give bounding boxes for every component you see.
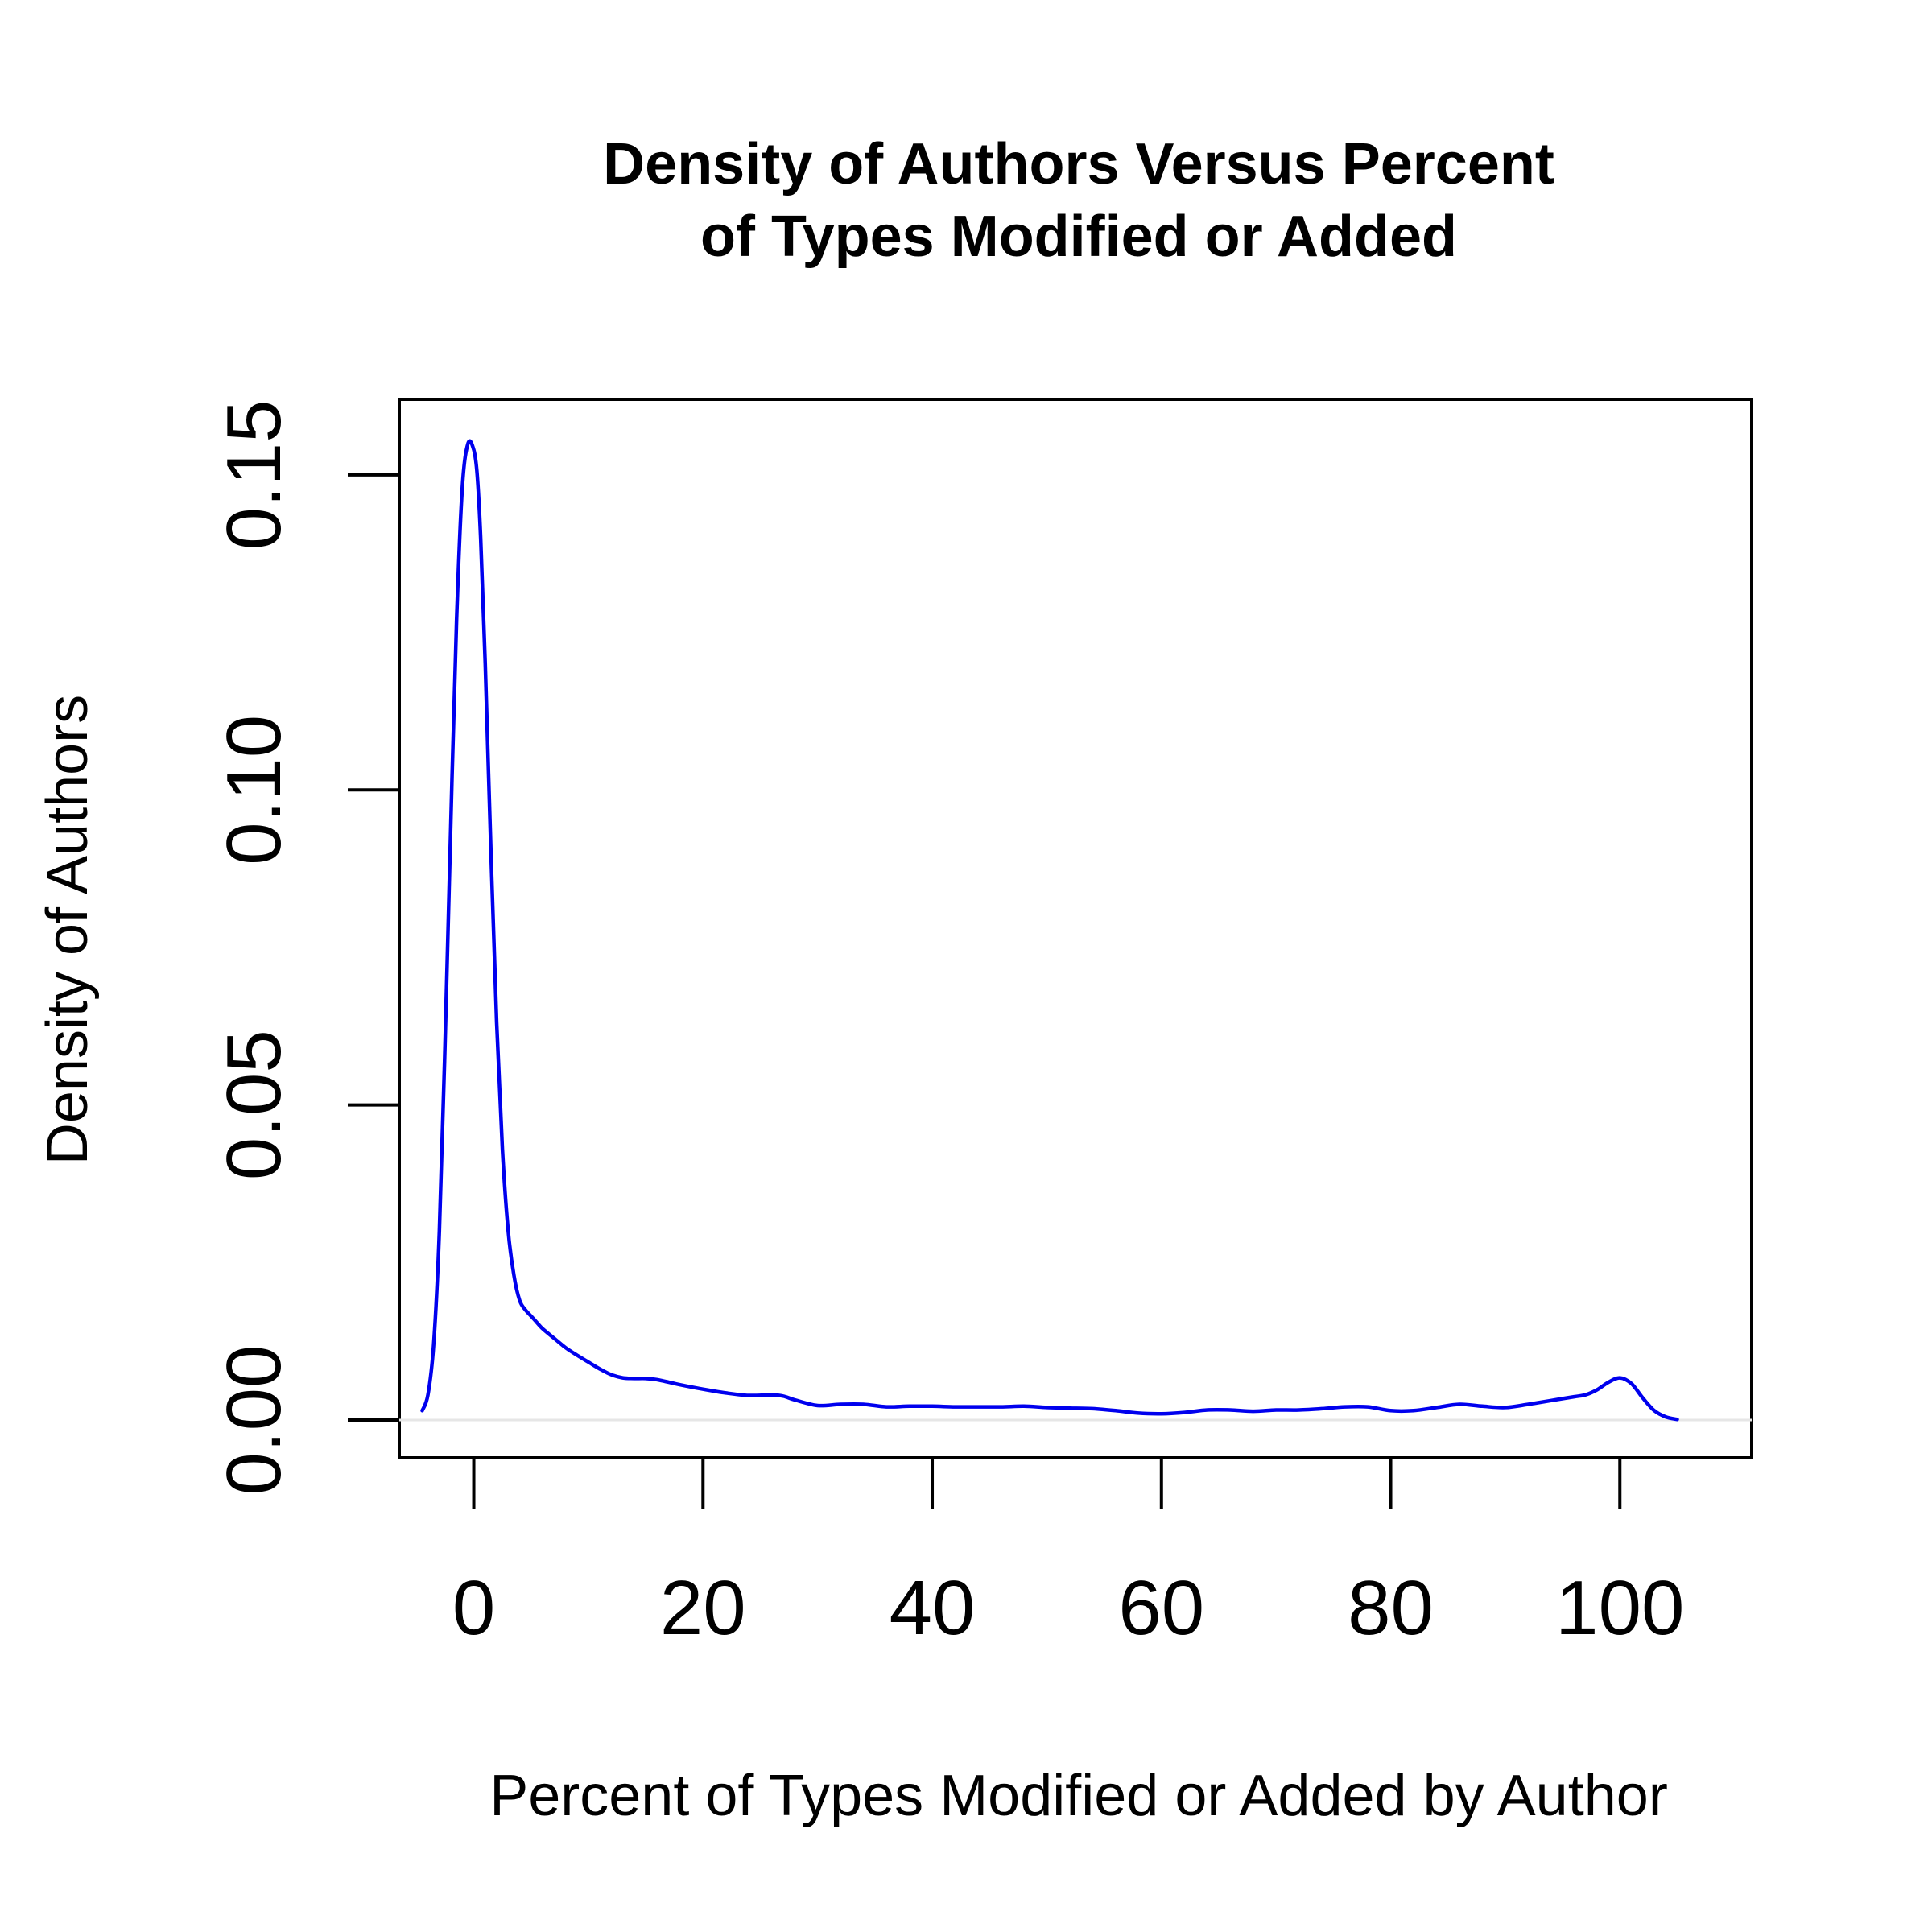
x-axis-label: Percent of Types Modified or Added by Au… [489,1764,1668,1828]
y-axis-label: Density of Authors [35,695,100,1165]
x-tick-label: 60 [1118,1565,1204,1651]
x-tick-label: 20 [660,1565,746,1651]
x-axis: 0 20 40 60 80 100 [452,1456,1684,1651]
y-tick-label: 0.00 [211,1345,297,1496]
density-curve [420,439,1679,1422]
x-tick-label: 0 [452,1565,495,1651]
y-tick-label: 0.10 [211,715,297,865]
chart-title-line-2: of Types Modified or Added [700,204,1457,269]
x-tick-label: 100 [1555,1565,1684,1651]
y-axis: 0.00 0.05 0.10 0.15 [211,400,401,1496]
plot-frame [398,398,1753,1459]
plot-area [399,439,1752,1422]
x-tick-label: 80 [1348,1565,1434,1651]
x-tick-label: 40 [890,1565,976,1651]
chart-title-line-1: Density of Authors Versus Percent [603,132,1554,196]
y-tick-label: 0.15 [211,400,297,551]
y-tick-label: 0.05 [211,1030,297,1180]
